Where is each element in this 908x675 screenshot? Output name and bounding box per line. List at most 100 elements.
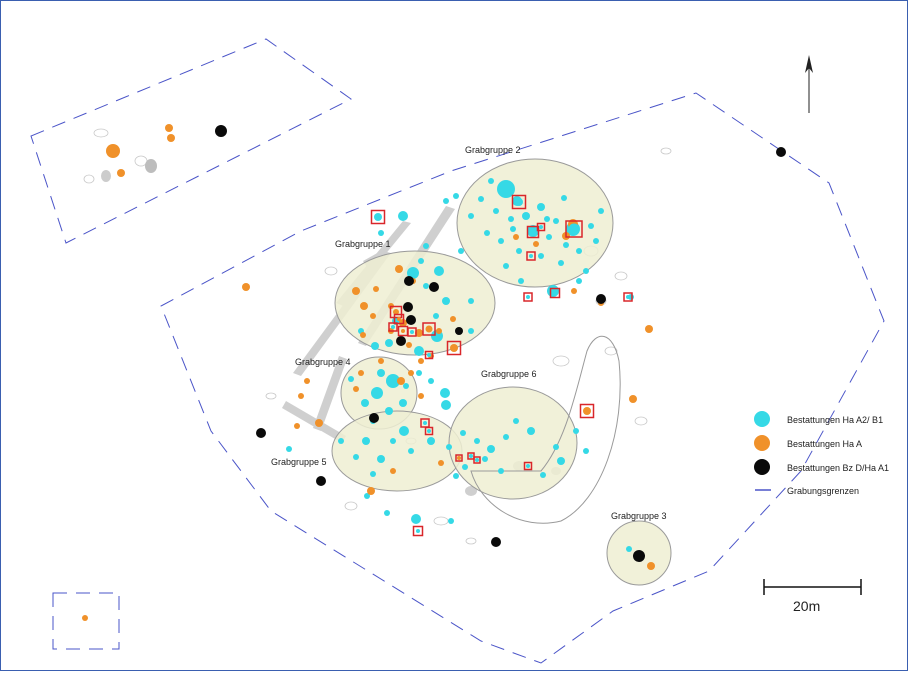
burial-bz-d-ha-a1: [776, 147, 786, 157]
burial-ha-a: [418, 393, 424, 399]
burials-ha-a: [82, 124, 655, 621]
highlight-square: [446, 340, 462, 356]
excavation-boundaries: [30, 38, 885, 664]
highlighted-burial: [526, 295, 530, 299]
highlight-square: [388, 322, 398, 332]
burial-ha-a2-b1: [418, 258, 424, 264]
burial-ha-a: [106, 144, 120, 158]
burial-ha-a2-b1: [503, 434, 509, 440]
burial-ha-a2-b1: [626, 546, 632, 552]
burial-ha-a: [315, 419, 323, 427]
burial-ha-a2-b1: [428, 378, 434, 384]
legend: Bestattungen Ha A2/ B1 Bestattungen Ha A…: [754, 411, 889, 496]
highlight-square: [424, 350, 434, 360]
burial-bz-d-ha-a1: [404, 276, 414, 286]
highlighted-burial: [427, 353, 431, 357]
burial-ha-a: [242, 283, 250, 291]
burial-ha-a2-b1: [546, 234, 552, 240]
burial-ha-a2-b1: [576, 278, 582, 284]
burial-ha-a2-b1: [377, 369, 385, 377]
burial-ha-a2-b1: [563, 242, 569, 248]
burial-ha-a2-b1: [385, 339, 393, 347]
burial-ha-a: [647, 562, 655, 570]
highlighted-burial: [553, 291, 557, 295]
burial-ha-a2-b1: [384, 510, 390, 516]
legend-black-dot-icon: [754, 459, 770, 475]
burial-ha-a2-b1: [508, 216, 514, 222]
burial-ha-a: [358, 370, 364, 376]
highlighted-burial: [397, 317, 401, 321]
boundary-small-square: [52, 592, 120, 650]
group-label-6: Grabgruppe 6: [481, 369, 537, 379]
highlight-square: [473, 456, 481, 464]
burial-ha-a2-b1: [440, 388, 450, 398]
highlighted-burial: [457, 456, 461, 460]
burial-ha-a2-b1: [518, 278, 524, 284]
burial-ha-a2-b1: [446, 444, 452, 450]
highlighted-burial: [526, 464, 530, 468]
burial-ha-a2-b1: [371, 342, 379, 350]
burial-ha-a2-b1: [537, 203, 545, 211]
burial-ha-a2-b1: [458, 248, 464, 254]
highlighted-burial: [626, 295, 630, 299]
burial-ha-a2-b1: [416, 370, 422, 376]
burial-ha-a2-b1: [553, 218, 559, 224]
burial-ha-a2-b1: [453, 193, 459, 199]
burial-ha-a2-b1: [553, 444, 559, 450]
highlighted-burial: [393, 309, 399, 315]
highlighted-graves: [370, 194, 633, 537]
burial-bz-d-ha-a1: [491, 537, 501, 547]
burial-ha-a2-b1: [593, 238, 599, 244]
highlighted-burial: [427, 429, 431, 433]
highlight-square: [511, 194, 527, 210]
burial-ha-a2-b1: [583, 448, 589, 454]
burial-ha-a2-b1: [538, 253, 544, 259]
burial-ha-a2-b1: [516, 248, 522, 254]
burial-ha-a: [390, 468, 396, 474]
burial-ha-a2-b1: [423, 283, 429, 289]
burial-ha-a: [406, 342, 412, 348]
burial-ha-a2-b1: [427, 437, 435, 445]
highlighted-burial: [530, 229, 536, 235]
legend-label-black: Bestattungen Bz D/Ha A1: [787, 463, 889, 473]
burial-bz-d-ha-a1: [403, 302, 413, 312]
burial-ha-a2-b1: [364, 493, 370, 499]
burial-ha-a2-b1: [583, 268, 589, 274]
burial-bz-d-ha-a1: [256, 428, 266, 438]
burial-ha-a2-b1: [503, 263, 509, 269]
burial-ha-a2-b1: [441, 400, 451, 410]
legend-label-cyan: Bestattungen Ha A2/ B1: [787, 415, 883, 425]
highlight-square: [393, 313, 405, 325]
burial-ha-a2-b1: [468, 213, 474, 219]
burial-ha-a2-b1: [378, 230, 384, 236]
burial-ha-a2-b1: [498, 238, 504, 244]
north-arrow-icon: [805, 55, 813, 113]
boundary-main: [160, 92, 885, 664]
burial-ha-a2-b1: [399, 426, 409, 436]
burial-ha-a2-b1: [460, 430, 466, 436]
burial-ha-a: [513, 234, 519, 240]
legend-orange-dot-icon: [754, 435, 770, 451]
highlight-square: [565, 220, 583, 238]
highlighted-burial: [515, 198, 523, 206]
burial-ha-a2-b1: [348, 376, 354, 382]
burial-ha-a: [415, 329, 423, 337]
burial-ha-a2-b1: [434, 266, 444, 276]
burial-ha-a2-b1: [468, 298, 474, 304]
highlighted-burial: [416, 529, 420, 533]
burial-ha-a2-b1: [407, 267, 419, 279]
burial-ha-a: [397, 377, 405, 385]
burial-ha-a: [645, 325, 653, 333]
burial-ha-a2-b1: [513, 418, 519, 424]
burial-bz-d-ha-a1: [406, 315, 416, 325]
burial-ha-a: [450, 316, 456, 322]
burial-ha-a2-b1: [598, 208, 604, 214]
burial-ha-a: [438, 460, 444, 466]
burial-ha-a2-b1: [478, 196, 484, 202]
burial-bz-d-ha-a1: [596, 294, 606, 304]
burial-ha-a2-b1: [497, 180, 515, 198]
highlighted-burial: [583, 407, 591, 415]
burial-ha-a: [367, 487, 375, 495]
